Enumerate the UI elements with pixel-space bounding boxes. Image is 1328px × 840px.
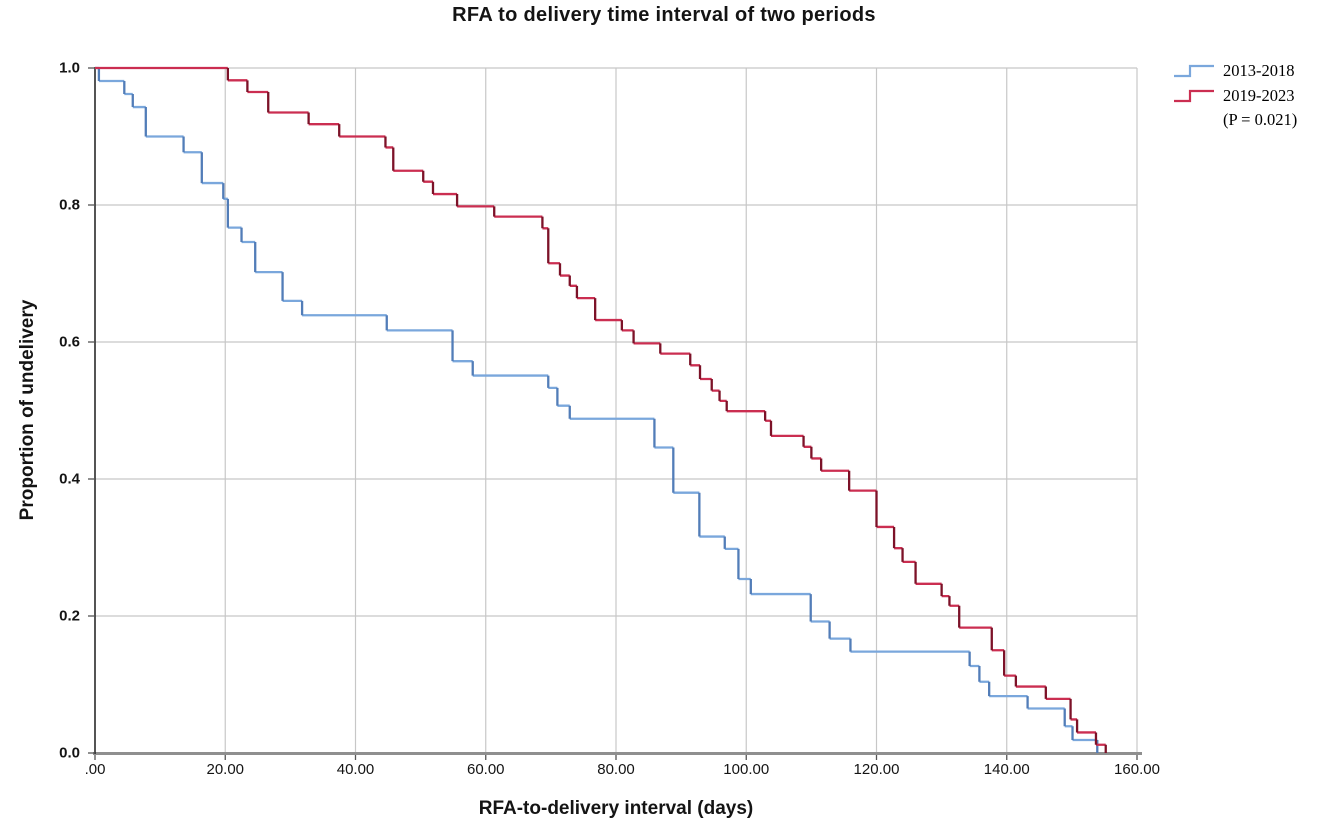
x-tick-label: 60.00 [466,761,505,778]
x-axis-line [93,752,1142,755]
x-tick-label: 120.00 [853,761,900,778]
legend-label-2019-2023: 2019-2023 [1223,85,1295,105]
legend-line-icon-2013-2018 [1174,64,1214,77]
y-tick-label: 0.0 [59,744,80,762]
legend-label-2013-2018: 2013-2018 [1223,60,1295,80]
legend-item-2019-2023: 2019-2023 [1172,83,1297,108]
y-tick-label: 0.8 [59,196,80,214]
x-tick-label: 160.00 [1114,761,1160,778]
chart-title: RFA to delivery time interval of two per… [452,4,876,26]
legend: 2013-2018 2019-2023 (P = 0.021) [1172,58,1297,132]
y-tick-label: 0.6 [59,333,80,351]
legend-item-2013-2018: 2013-2018 [1172,58,1297,83]
x-tick-label: 140.00 [983,761,1030,778]
x-tick-labels: .00 20.00 40.00 60.00 80.00 100.00 120.00 140.0… [0,761,1328,781]
x-tick-label: 100.00 [723,761,770,778]
x-tick-label: 20.00 [206,761,245,778]
x-tick-label: 40.00 [336,761,375,778]
y-tick-label: 1.0 [59,59,80,77]
x-tick-label: .00 [84,761,106,778]
series-line-drops-2019-2023 [226,68,1107,753]
y-tick-label: 0.2 [59,607,80,625]
legend-p-value: (P = 0.021) [1223,110,1298,129]
series-line-2019-2023 [95,68,1106,753]
y-tick-label: 0.4 [59,470,80,488]
x-tick-label: 80.00 [597,761,635,778]
y-tick-labels: 0.0 0.2 0.4 0.6 0.8 1.0 [0,0,86,840]
series-line-2013-2018 [95,68,1097,753]
series-line-drops-2013-2018 [97,68,1099,753]
legend-line-icon-2019-2023 [1174,89,1214,102]
x-axis-title: RFA-to-delivery interval (days) [478,798,754,819]
